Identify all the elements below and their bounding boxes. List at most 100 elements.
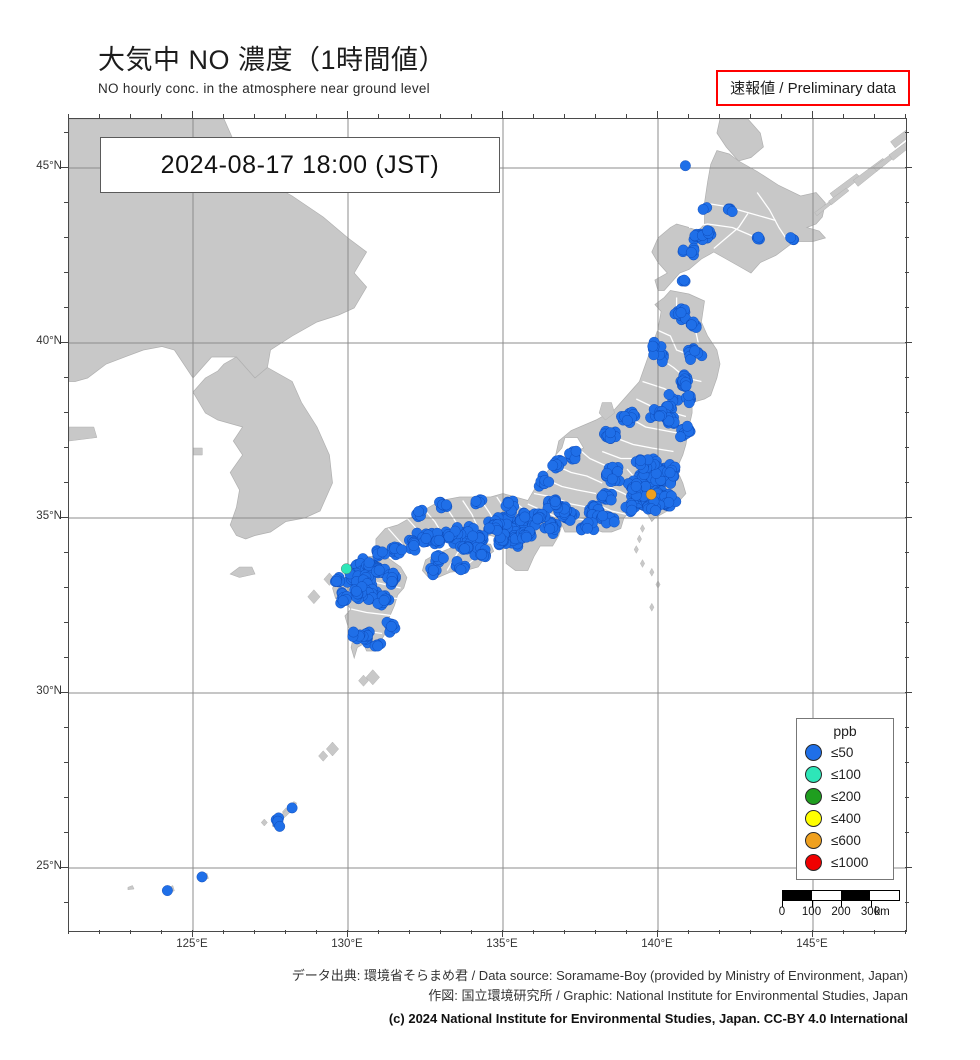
scale-tick-1 xyxy=(811,901,813,907)
landmass-izu-2 xyxy=(633,545,639,554)
y-minor-tick-39 xyxy=(64,377,68,378)
x-minor-tick-129 xyxy=(316,930,317,934)
station-dot xyxy=(689,345,701,357)
scale-unit-label: km xyxy=(874,906,890,918)
x-minor-tick-122 xyxy=(99,930,100,934)
footer: データ出典: 環境省そらまめ君 / Data source: Soramame-… xyxy=(0,966,980,1029)
legend-label-4: ≤600 xyxy=(831,832,861,848)
y-right-tick-42 xyxy=(905,272,909,273)
x-top-tick-134 xyxy=(471,114,472,118)
x-top-tick-125 xyxy=(192,111,193,118)
y-minor-tick-43 xyxy=(64,237,68,238)
y-right-tick-44 xyxy=(905,202,909,203)
station-dot xyxy=(476,549,488,560)
station-dot xyxy=(519,511,531,523)
station-dot xyxy=(196,871,208,883)
station-dot xyxy=(635,455,646,466)
station-dot xyxy=(521,531,532,543)
station-dot xyxy=(650,505,661,516)
landmass-jeju xyxy=(229,566,256,578)
legend-swatch-4 xyxy=(805,831,822,849)
x-minor-tick-128 xyxy=(285,930,286,934)
landmass-kuril-0 xyxy=(829,173,862,200)
station-dot xyxy=(664,467,676,479)
x-top-tick-141 xyxy=(688,114,689,118)
scale-tick-3 xyxy=(870,901,872,907)
x-top-tick-143 xyxy=(750,114,751,118)
scale-label-2: 200 xyxy=(831,906,851,918)
legend-item-0: ≤50 xyxy=(803,741,887,763)
y-right-tick-29 xyxy=(905,727,909,728)
station-dot xyxy=(162,885,173,896)
station-dot xyxy=(678,274,690,286)
y-right-tick-27 xyxy=(905,797,909,798)
station-dot xyxy=(437,552,449,564)
station-dot xyxy=(378,594,390,606)
x-axis-tick-130: 130°E xyxy=(331,938,363,950)
landmass-korea xyxy=(192,356,333,540)
title-japanese: 大気中 NO 濃度（1時間値） xyxy=(98,45,447,75)
y-axis-tick-25: 25°N xyxy=(36,860,62,872)
x-top-tick-146 xyxy=(843,114,844,118)
footer-line-0: データ出典: 環境省そらまめ君 / Data source: Soramame-… xyxy=(291,968,908,983)
station-dot xyxy=(455,564,467,576)
landmass-izu-3 xyxy=(640,559,645,568)
y-right-tick-37 xyxy=(905,447,909,448)
y-axis-tick-45: 45°N xyxy=(36,160,62,172)
prefecture-border-9 xyxy=(555,464,603,484)
map-plot-area xyxy=(68,118,907,932)
y-right-tick-35 xyxy=(905,517,912,518)
station-dot xyxy=(502,497,514,509)
y-axis-tick-30: 30°N xyxy=(36,685,62,697)
preliminary-data-badge: 速報値 / Preliminary data xyxy=(716,70,910,106)
landmass-izu-0 xyxy=(640,524,645,533)
x-top-tick-139 xyxy=(626,114,627,118)
station-dot xyxy=(440,499,452,511)
y-minor-tick-27 xyxy=(64,797,68,798)
x-minor-tick-143 xyxy=(750,930,751,934)
landmass-hokkaido xyxy=(651,150,827,291)
station-dot xyxy=(605,494,617,506)
station-dot xyxy=(547,460,559,471)
y-right-tick-41 xyxy=(905,307,909,308)
station-dot xyxy=(685,354,696,365)
legend-swatch-5 xyxy=(805,853,822,871)
prefecture-border-6 xyxy=(614,436,674,453)
station-dot xyxy=(654,410,665,422)
station-dot xyxy=(544,523,556,535)
x-minor-tick-148 xyxy=(905,930,906,934)
x-minor-tick-133 xyxy=(440,930,441,934)
x-minor-tick-138 xyxy=(595,930,596,934)
map-canvas xyxy=(69,119,906,931)
legend-swatch-3 xyxy=(805,809,822,827)
scale-bar-segment-0 xyxy=(783,891,812,900)
prefecture-border-33 xyxy=(688,223,758,239)
prefecture-border-36 xyxy=(713,213,749,249)
footer-line-2: (c) 2024 National Institute for Environm… xyxy=(388,1011,908,1026)
station-dot xyxy=(337,595,349,607)
station-dot xyxy=(543,476,555,488)
station-dot xyxy=(685,246,697,258)
prefecture-border-31 xyxy=(350,608,395,617)
y-minor-tick-31 xyxy=(64,657,68,658)
y-right-tick-26 xyxy=(905,832,909,833)
y-minor-tick-26 xyxy=(64,832,68,833)
y-right-tick-32 xyxy=(905,622,909,623)
x-minor-tick-139 xyxy=(626,930,627,934)
x-top-tick-127 xyxy=(254,114,255,118)
station-dot xyxy=(347,626,359,638)
x-minor-tick-134 xyxy=(471,930,472,934)
station-dot xyxy=(286,802,298,814)
landmass-island-4 xyxy=(325,741,340,757)
x-minor-tick-140 xyxy=(657,930,658,937)
y-right-tick-34 xyxy=(905,552,909,553)
y-minor-tick-46 xyxy=(64,132,68,133)
station-dot xyxy=(443,531,455,543)
scale-bar: 0 100 200 300 km xyxy=(779,890,900,920)
y-right-tick-46 xyxy=(905,132,909,133)
station-dot xyxy=(626,504,638,516)
landmass-island-1 xyxy=(307,589,321,605)
scale-label-3: 300 xyxy=(860,906,881,918)
station-dot-≤600 xyxy=(645,489,657,500)
y-right-tick-33 xyxy=(905,587,909,588)
